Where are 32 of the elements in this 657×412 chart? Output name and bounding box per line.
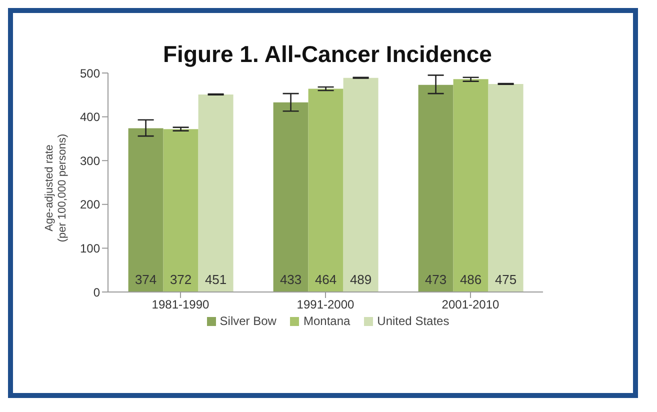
- data-label: 374: [134, 272, 157, 287]
- data-label: 473: [424, 272, 447, 287]
- data-label: 464: [314, 272, 337, 287]
- bar: [418, 84, 454, 292]
- bar: [273, 102, 308, 292]
- data-label: 451: [204, 272, 227, 287]
- y-tick-label: 500: [80, 66, 100, 80]
- data-label: 433: [280, 272, 302, 287]
- y-tick-label: 400: [80, 110, 100, 124]
- y-tick-label: 200: [80, 198, 100, 212]
- y-tick-label: 100: [80, 241, 100, 256]
- y-axis-title: Age-adjusted rate (per 100,000 persons): [44, 134, 68, 242]
- chart-title: Figure 1. All-Cancer Incidence: [163, 41, 492, 68]
- data-label: 486: [460, 272, 482, 287]
- bar: [308, 88, 344, 292]
- bar: [488, 84, 524, 292]
- y-tick-label: 300: [80, 154, 100, 168]
- x-tick-label: 1981-1990: [152, 298, 210, 312]
- x-tick-label: 1991-2000: [296, 298, 355, 312]
- bar: [163, 129, 198, 292]
- legend-label: Silver Bow: [218, 314, 276, 328]
- x-tick-label: 2001-2010: [442, 298, 500, 312]
- bar: [128, 128, 164, 292]
- bar: [343, 78, 378, 292]
- legend-label: Montana: [302, 314, 350, 328]
- bar: [198, 94, 234, 292]
- y-tick-label: 0: [93, 285, 100, 300]
- data-label: 475: [494, 272, 517, 287]
- data-label: 489: [350, 272, 372, 287]
- bar: [453, 79, 488, 292]
- legend-label: United States: [376, 314, 450, 328]
- data-label: 372: [170, 272, 192, 287]
